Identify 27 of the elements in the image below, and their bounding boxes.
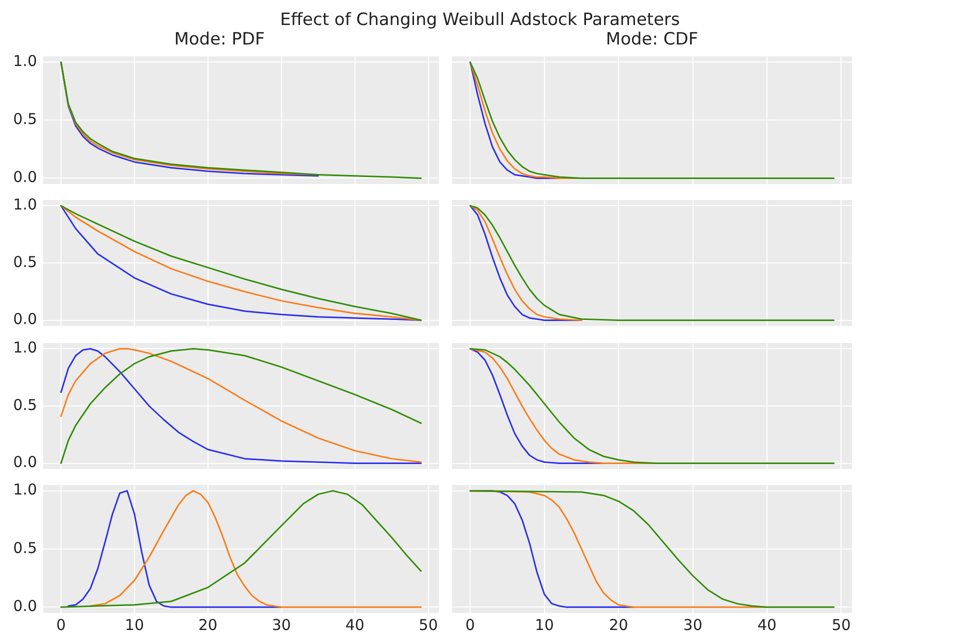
y-tick-label: 0.0 (13, 168, 37, 186)
chart-title: Mode: CDF (606, 30, 698, 50)
y-tick-label: 0.5 (13, 396, 37, 414)
x-tick-label: 0 (56, 616, 66, 634)
x-tick-label: 40 (345, 616, 364, 634)
x-tick-label: 50 (418, 616, 438, 634)
y-tick-label: 0.0 (13, 453, 37, 472)
y-tick-label: 1.0 (13, 52, 37, 70)
y-tick-label: 1.0 (13, 338, 37, 357)
y-tick-label: 0.0 (13, 597, 37, 616)
x-tick-label: 20 (198, 616, 218, 634)
chart-subtitle: Mode: PDF (174, 30, 265, 50)
y-tick-label: 1.0 (13, 480, 37, 499)
text: Effect of Changing Weibull Adstock Parameters (279, 10, 681, 30)
x-tick-label: 10 (124, 616, 144, 634)
y-tick-label: 0.5 (13, 538, 37, 557)
x-tick-label: 20 (609, 616, 628, 634)
x-tick-label: 30 (683, 616, 702, 634)
x-tick-label: 30 (272, 616, 291, 634)
y-tick-label: 0.5 (13, 110, 37, 128)
x-tick-label: 40 (757, 616, 777, 634)
y-tick-label: 1.0 (13, 196, 37, 214)
x-tick-label: 0 (465, 616, 475, 634)
x-tick-label: 50 (832, 616, 851, 634)
x-tick-label: 10 (534, 616, 554, 634)
y-tick-label: 0.0 (13, 310, 37, 328)
y-tick-label: 0.5 (13, 252, 37, 271)
